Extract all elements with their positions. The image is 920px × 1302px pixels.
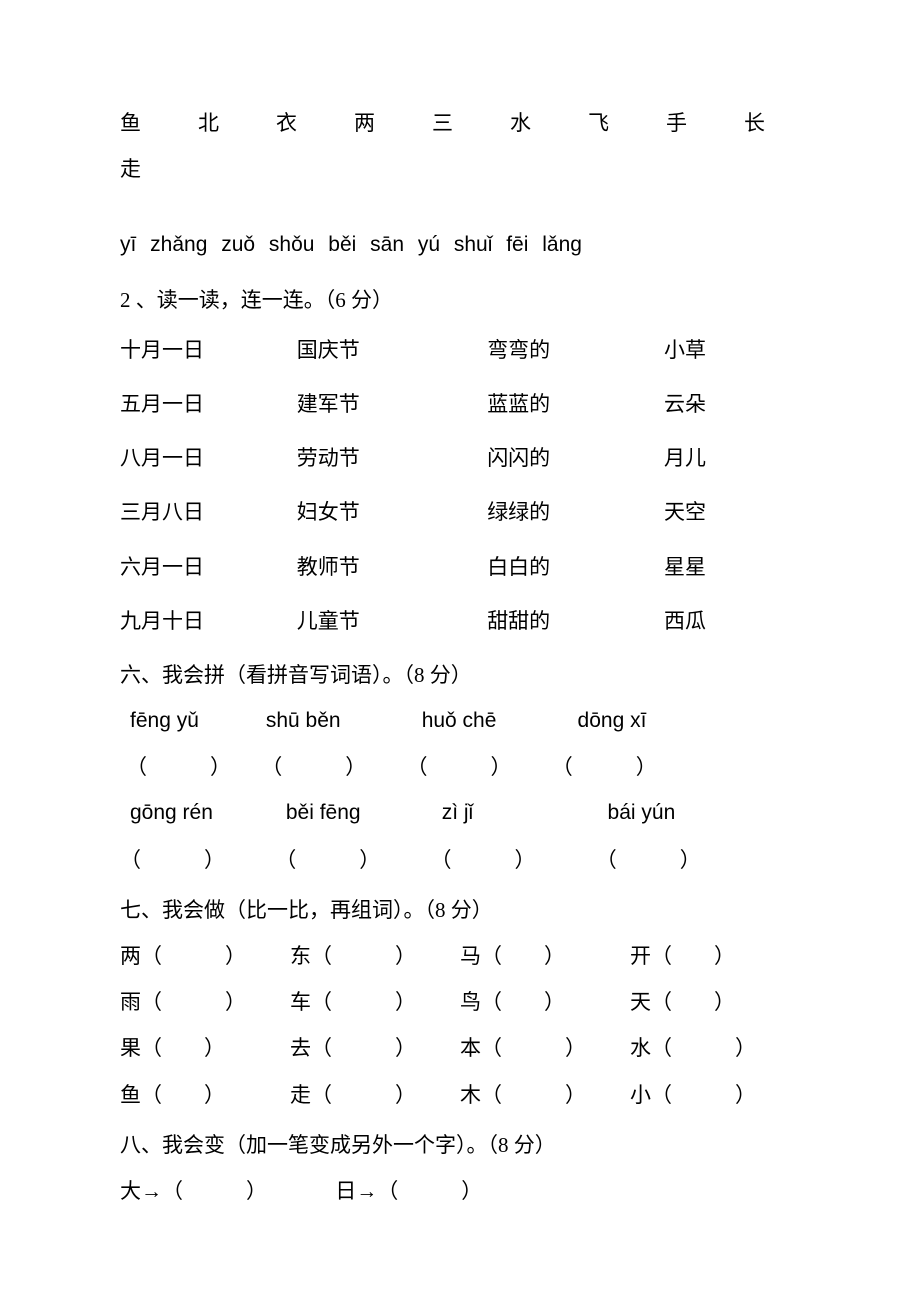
table-cell: 九月十日 (120, 594, 297, 648)
blank: （ ） (431, 837, 591, 883)
pinyin-word: gōng rén (130, 790, 280, 836)
table-cell: 八月一日 (120, 431, 297, 485)
table-cell: 月儿 (664, 431, 800, 485)
compare-cell: 小（ ） (630, 1072, 800, 1118)
table-cell: 白白的 (487, 540, 664, 594)
compare-cell: 木（ ） (460, 1072, 630, 1118)
table-cell: 天空 (664, 485, 800, 539)
section-2-title: 2 、读一读，连一连。（6 分） (120, 277, 800, 323)
compare-cell: 鱼（ ） (120, 1072, 290, 1118)
compare-cell: 两（ ） (120, 933, 290, 979)
section-6-title: 六、我会拼（看拼音写词语）。（8 分） (120, 652, 800, 698)
transform-item: 日→（ ） (335, 1168, 482, 1214)
character-row: 鱼 北 衣 两 三 水 飞 手 长 走 (120, 100, 800, 192)
pinyin-words-row-1: fēng yǔ shū běn huǒ chē dōng xī (120, 698, 800, 744)
pinyin-row: yī zhǎng zuǒ shǒu běi sān yú shuǐ fēi lǎ… (120, 222, 800, 268)
table-cell: 小草 (664, 323, 800, 377)
table-cell: 甜甜的 (487, 594, 664, 648)
table-row: 三月八日妇女节绿绿的天空 (120, 485, 800, 539)
table-cell: 五月一日 (120, 377, 297, 431)
compare-cell: 鸟（ ） (460, 979, 630, 1025)
compare-cell: 去（ ） (290, 1025, 460, 1071)
compare-cell: 马（ ） (460, 933, 630, 979)
pinyin-word: běi fēng (286, 790, 436, 836)
blank: （ ） (261, 744, 401, 790)
blank: （ ） (126, 744, 256, 790)
compare-cell: 走（ ） (290, 1072, 460, 1118)
table-row: 五月一日建军节蓝蓝的云朵 (120, 377, 800, 431)
table-cell: 六月一日 (120, 540, 297, 594)
transform-row: 大→（ ） 日→（ ） (120, 1168, 800, 1214)
match-table: 十月一日国庆节弯弯的小草五月一日建军节蓝蓝的云朵八月一日劳动节闪闪的月儿三月八日… (120, 323, 800, 648)
compare-cell: 果（ ） (120, 1025, 290, 1071)
compare-cell: 车（ ） (290, 979, 460, 1025)
pinyin-word: zì jǐ (442, 790, 602, 836)
compare-row: 雨（ ）车（ ）鸟（ ）天（ ） (120, 979, 800, 1025)
compare-cell: 本（ ） (460, 1025, 630, 1071)
pinyin-word: huǒ chē (422, 698, 572, 744)
table-cell: 妇女节 (297, 485, 487, 539)
table-cell: 建军节 (297, 377, 487, 431)
paren-row-1: （ ） （ ） （ ） （ ） (120, 744, 800, 790)
pinyin-word: shū běn (266, 698, 416, 744)
transform-item: 大→（ ） (120, 1168, 330, 1214)
blank: （ ） (596, 837, 701, 883)
compare-cell: 雨（ ） (120, 979, 290, 1025)
table-cell: 弯弯的 (487, 323, 664, 377)
pinyin-word: fēng yǔ (130, 698, 260, 744)
pinyin-word: dōng xī (578, 698, 647, 744)
blank: （ ） (552, 744, 657, 790)
blank: （ ） (407, 744, 547, 790)
document-page: 鱼 北 衣 两 三 水 飞 手 长 走 yī zhǎng zuǒ shǒu bě… (0, 0, 920, 1274)
table-cell: 星星 (664, 540, 800, 594)
table-row: 十月一日国庆节弯弯的小草 (120, 323, 800, 377)
table-cell: 三月八日 (120, 485, 297, 539)
blank: （ ） (120, 837, 270, 883)
pinyin-word: bái yún (608, 790, 676, 836)
paren-row-2: （ ） （ ） （ ） （ ） (120, 837, 800, 883)
compare-cell: 东（ ） (290, 933, 460, 979)
compare-row: 果（ ）去（ ）本（ ）水（ ） (120, 1025, 800, 1071)
table-cell: 绿绿的 (487, 485, 664, 539)
compare-row: 鱼（ ）走（ ）木（ ）小（ ） (120, 1072, 800, 1118)
compare-cell: 天（ ） (630, 979, 800, 1025)
compare-block: 两（ ）东（ ）马（ ）开（ ）雨（ ）车（ ）鸟（ ）天（ ）果（ ）去（ ）… (120, 933, 800, 1118)
compare-row: 两（ ）东（ ）马（ ）开（ ） (120, 933, 800, 979)
section-8-title: 八、我会变（加一笔变成另外一个字）。（8 分） (120, 1122, 800, 1168)
table-cell: 儿童节 (297, 594, 487, 648)
section-7-title: 七、我会做（比一比，再组词）。（8 分） (120, 887, 800, 933)
compare-cell: 水（ ） (630, 1025, 800, 1071)
table-cell: 国庆节 (297, 323, 487, 377)
pinyin-words-row-2: gōng rén běi fēng zì jǐ bái yún (120, 790, 800, 836)
table-cell: 教师节 (297, 540, 487, 594)
table-cell: 劳动节 (297, 431, 487, 485)
table-cell: 蓝蓝的 (487, 377, 664, 431)
table-row: 八月一日劳动节闪闪的月儿 (120, 431, 800, 485)
table-cell: 西瓜 (664, 594, 800, 648)
blank: （ ） (275, 837, 425, 883)
table-row: 六月一日教师节白白的星星 (120, 540, 800, 594)
compare-cell: 开（ ） (630, 933, 800, 979)
table-cell: 闪闪的 (487, 431, 664, 485)
table-row: 九月十日儿童节甜甜的西瓜 (120, 594, 800, 648)
table-cell: 云朵 (664, 377, 800, 431)
table-cell: 十月一日 (120, 323, 297, 377)
